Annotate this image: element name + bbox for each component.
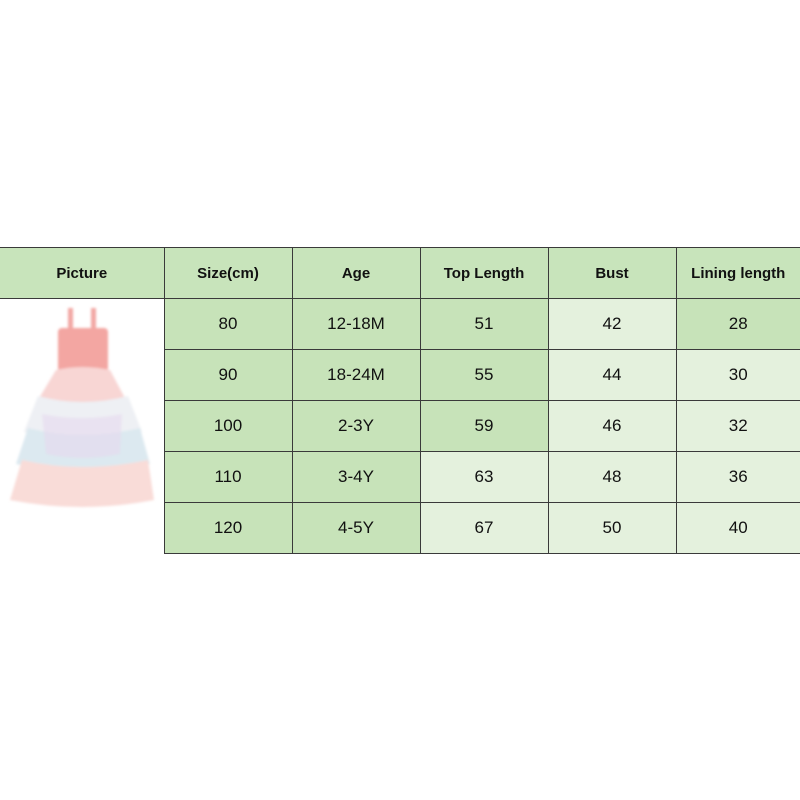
header-row: Picture Size(cm) Age Top Length Bust Lin… (0, 247, 800, 299)
header-picture: Picture (0, 247, 165, 299)
table-row: 110 3-4Y 63 48 36 (0, 451, 800, 503)
header-lining-length: Lining length (675, 247, 800, 299)
header-age: Age (291, 247, 421, 299)
cell-lining-length: 36 (675, 451, 800, 503)
cell-size: 100 (163, 400, 293, 452)
cell-top-length: 51 (419, 298, 549, 350)
table-row: 100 2-3Y 59 46 32 (0, 400, 800, 452)
cell-bust: 46 (547, 400, 677, 452)
dress-image (9, 307, 154, 507)
cell-lining-length: 30 (675, 349, 800, 401)
size-chart-table: Picture Size(cm) Age Top Length Bust Lin… (0, 247, 800, 554)
cell-size: 120 (163, 502, 293, 554)
header-size: Size(cm) (163, 247, 293, 299)
cell-size: 80 (163, 298, 293, 350)
cell-top-length: 67 (419, 502, 549, 554)
table-row: 80 12-18M 51 42 28 (0, 298, 800, 554)
cell-size: 110 (163, 451, 293, 503)
cell-lining-length: 32 (675, 400, 800, 452)
table-row: 90 18-24M 55 44 30 (0, 349, 800, 401)
cell-age: 3-4Y (291, 451, 421, 503)
dress-picture-cell (0, 298, 165, 554)
cell-top-length: 63 (419, 451, 549, 503)
cell-bust: 44 (547, 349, 677, 401)
cell-bust: 42 (547, 298, 677, 350)
cell-age: 18-24M (291, 349, 421, 401)
header-bust: Bust (547, 247, 677, 299)
cell-top-length: 55 (419, 349, 549, 401)
cell-age: 12-18M (291, 298, 421, 350)
header-top-length: Top Length (419, 247, 549, 299)
table-row: 120 4-5Y 67 50 40 (0, 502, 800, 554)
cell-age: 4-5Y (291, 502, 421, 554)
cell-bust: 48 (547, 451, 677, 503)
cell-size: 90 (163, 349, 293, 401)
cell-lining-length: 28 (675, 298, 800, 350)
cell-lining-length: 40 (675, 502, 800, 554)
cell-bust: 50 (547, 502, 677, 554)
cell-age: 2-3Y (291, 400, 421, 452)
cell-top-length: 59 (419, 400, 549, 452)
